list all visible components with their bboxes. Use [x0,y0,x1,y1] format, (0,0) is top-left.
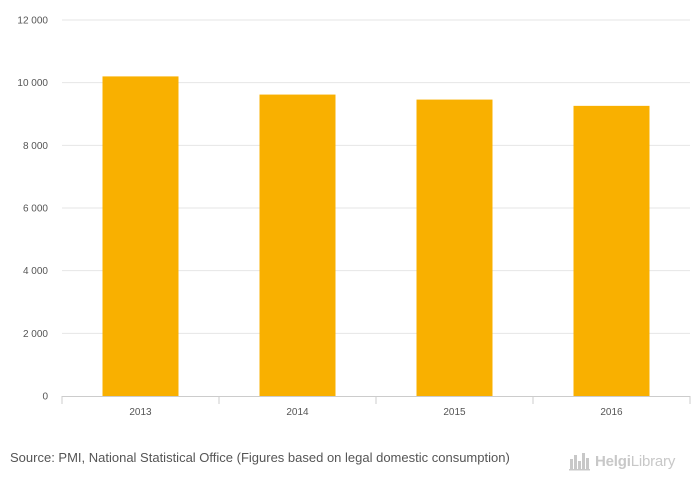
x-tick-label: 2013 [129,407,152,418]
logo-brand-part2: Library [630,452,676,470]
bar [416,99,493,396]
y-tick-label: 6 000 [23,204,48,215]
y-tick-label: 8 000 [23,141,48,152]
helgi-library-logo: HelgiLibrary [569,449,675,473]
y-tick-label: 4 000 [23,266,48,277]
y-tick-label: 10 000 [17,78,48,89]
source-text: Source: PMI, National Statistical Office… [10,450,510,465]
city-skyline-icon [569,453,590,471]
x-tick-label: 2016 [600,407,623,418]
y-tick-label: 0 [42,392,48,403]
y-axis-tick-labels: 0 2 000 4 000 6 000 8 000 10 000 12 000 [17,16,48,403]
bar [102,76,179,397]
bar [573,105,650,396]
y-tick-label: 2 000 [23,329,48,340]
bars [102,76,650,397]
logo-brand-part1: Helgi [595,452,631,470]
logo-text: HelgiLibrary [595,453,675,470]
x-axis: 2013 2014 2015 2016 [61,396,691,418]
x-tick-label: 2015 [443,407,466,418]
source-note: Source: PMI, National Statistical Office… [10,449,530,466]
y-tick-label: 12 000 [17,16,48,27]
bar [259,94,336,396]
x-tick-label: 2014 [286,407,309,418]
